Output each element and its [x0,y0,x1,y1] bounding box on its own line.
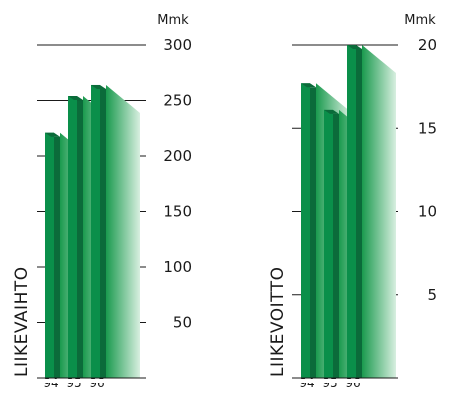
baseline-gap [287,379,403,383]
bar-shadow-fade [362,45,396,378]
y-tick-label: 250 [163,92,192,110]
bar [301,83,310,379]
bar-side [310,87,316,379]
y-tick-label: 50 [173,314,192,332]
y-tick-label: 15 [418,119,437,137]
bar-top [68,96,83,101]
chart-panel-1: 50100150200250300Mmk949596LIIKEVAIHTO [12,13,192,390]
bar [68,96,77,378]
unit-label: Mmk [157,13,189,28]
bar-side [100,88,106,379]
y-tick-label: 5 [427,286,437,304]
y-tick-label: 300 [163,36,192,54]
y-tick-label: 150 [163,203,192,221]
bar-top [301,83,316,88]
bar-side [77,100,83,378]
bar [45,132,54,378]
y-tick-label: 100 [163,258,192,276]
bar-side [54,136,60,378]
bar [324,109,333,378]
bar-side [333,113,339,378]
bar [91,84,100,379]
bar-side [356,49,362,378]
y-tick-label: 20 [418,36,437,54]
baseline-gap [32,379,151,383]
y-tick-label: 200 [163,147,192,165]
bar-top [324,109,339,114]
bar-shadow-fade [106,84,140,379]
y-axis-label: LIIKEVOITTO [268,267,288,377]
bar-top [45,132,60,137]
y-axis-label: LIIKEVAIHTO [12,266,32,377]
bar [347,45,356,378]
bar-top [347,45,362,49]
unit-label: Mmk [404,13,436,28]
bar-top [91,84,106,89]
y-tick-label: 10 [418,203,437,221]
chart-panel-2: 5101520Mmk949596LIIKEVOITTO [268,13,437,390]
